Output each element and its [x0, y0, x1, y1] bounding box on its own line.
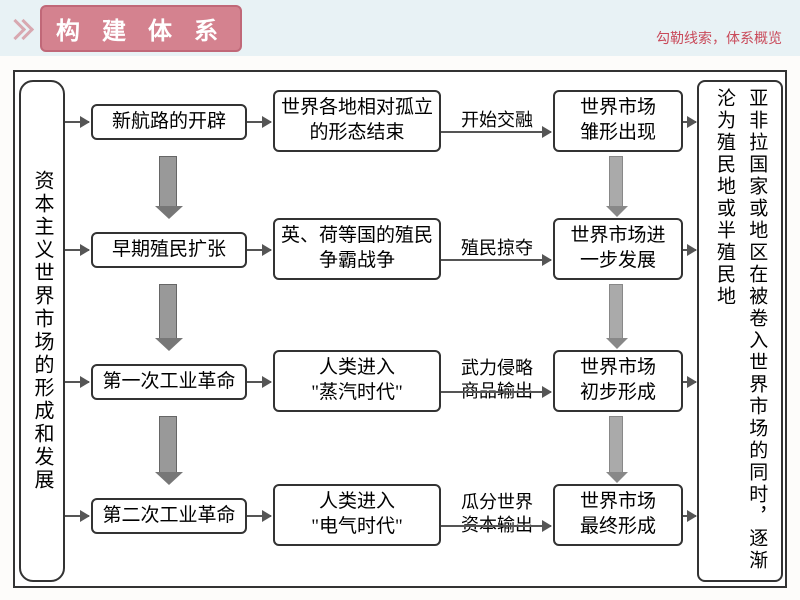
arrow-down-icon — [609, 156, 623, 208]
desc-box: 世界各地相对孤立的形态结束 — [273, 90, 441, 152]
arrow-right-icon — [247, 381, 271, 383]
diagram-frame: 资本主义世界市场的形成和发展 亚非拉国家或地区在被卷入世界市场的同时，逐渐沦为殖… — [13, 70, 787, 588]
arrow-down-icon — [159, 156, 177, 208]
arrow-right-icon — [247, 121, 271, 123]
desc-box: 人类进入 "电气时代" — [273, 484, 441, 546]
stage-box: 第一次工业革命 — [91, 364, 247, 400]
arrow-right-icon — [441, 131, 551, 133]
result-box: 世界市场 初步形成 — [553, 350, 683, 412]
result-box: 世界市场进 一步发展 — [553, 218, 683, 280]
arrow-right-icon — [441, 259, 551, 261]
result-box: 世界市场 雏形出现 — [553, 90, 683, 152]
stage-box: 早期殖民扩张 — [91, 232, 247, 268]
subtitle: 勾勒线索，体系概览 — [656, 28, 782, 48]
edge-label: 武力侵略 商品输出 — [449, 357, 545, 402]
chevron-icon — [8, 14, 36, 42]
right-column: 亚非拉国家或地区在被卷入世界市场的同时，逐渐沦为殖民地或半殖民地 — [697, 80, 783, 582]
desc-box: 人类进入 "蒸汽时代" — [273, 350, 441, 412]
arrow-right-icon — [65, 249, 89, 251]
left-column-text: 资本主义世界市场的形成和发展 — [27, 170, 57, 492]
right-column-text: 亚非拉国家或地区在被卷入世界市场的同时，逐渐沦为殖民地或半殖民地 — [708, 88, 773, 574]
desc-box: 英、荷等国的殖民争霸战争 — [273, 218, 441, 280]
edge-label: 殖民掠夺 — [449, 237, 545, 260]
stage-box: 第二次工业革命 — [91, 498, 247, 534]
title-badge: 构 建 体 系 — [40, 5, 242, 52]
left-column: 资本主义世界市场的形成和发展 — [19, 80, 65, 582]
arrow-right-icon — [65, 381, 89, 383]
result-box: 世界市场 最终形成 — [553, 484, 683, 546]
edge-label: 开始交融 — [449, 109, 545, 132]
arrow-down-icon — [609, 284, 623, 340]
arrow-right-icon — [683, 515, 696, 517]
header-bar: 构 建 体 系 勾勒线索，体系概览 — [0, 0, 800, 56]
arrow-right-icon — [65, 121, 89, 123]
arrow-right-icon — [247, 249, 271, 251]
arrow-down-icon — [609, 416, 623, 474]
arrow-down-icon — [159, 284, 177, 340]
arrow-right-icon — [247, 515, 271, 517]
stage-box: 新航路的开辟 — [91, 104, 247, 140]
arrow-down-icon — [159, 416, 177, 474]
arrow-right-icon — [441, 391, 551, 393]
arrow-right-icon — [683, 121, 696, 123]
arrow-right-icon — [683, 249, 696, 251]
arrow-right-icon — [441, 525, 551, 527]
arrow-right-icon — [65, 515, 89, 517]
edge-label: 瓜分世界 资本输出 — [449, 491, 545, 536]
page-title: 构 建 体 系 — [56, 19, 226, 45]
arrow-right-icon — [683, 381, 696, 383]
